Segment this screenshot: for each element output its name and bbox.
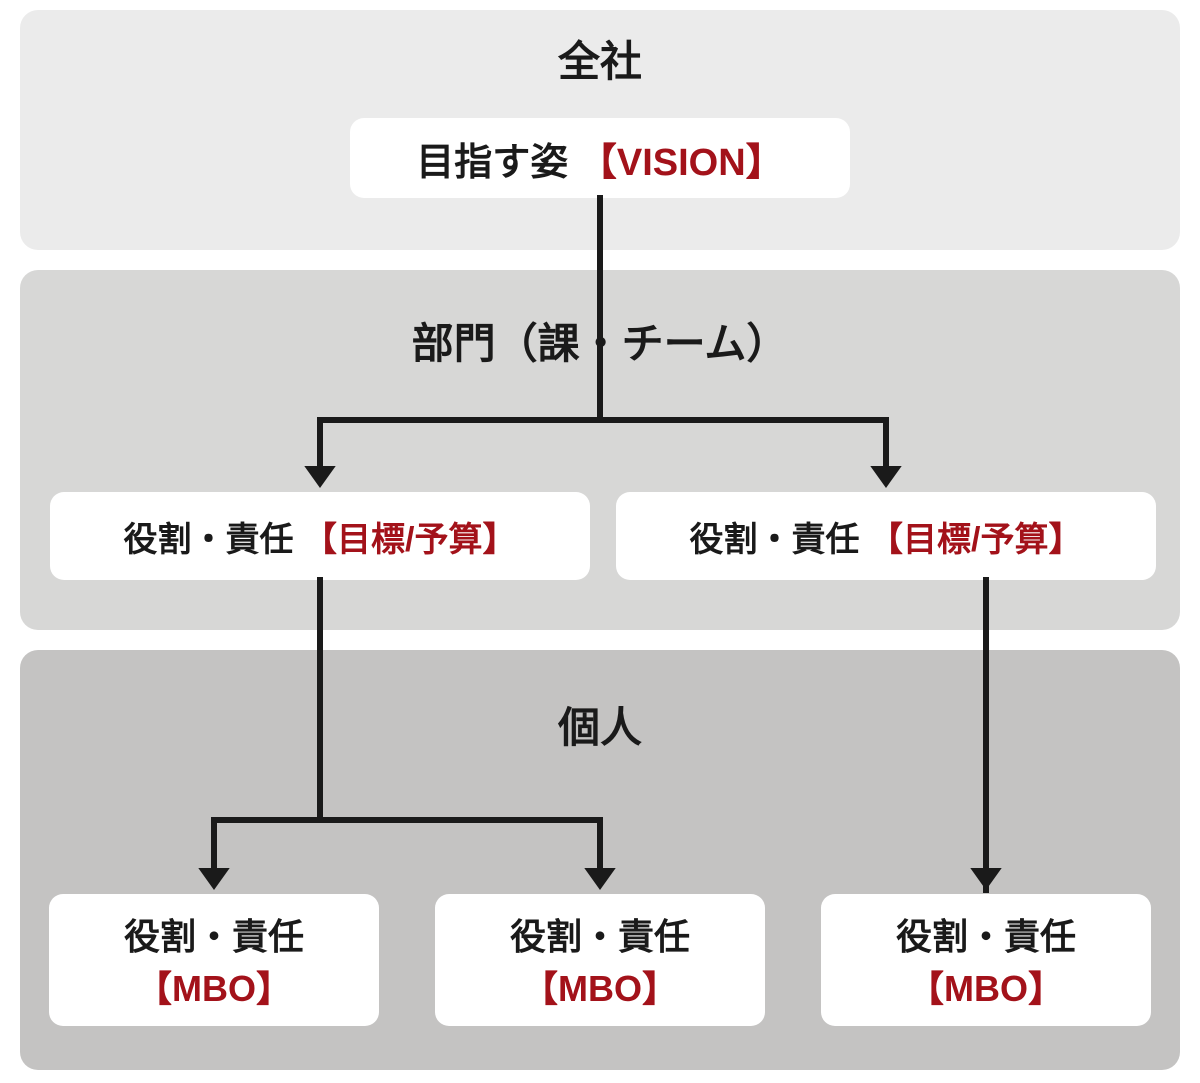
node-individual-3-tag: 【MBO】 [908, 960, 1064, 1012]
node-individual-1-tag: 【MBO】 [136, 960, 292, 1012]
org-diagram: 全社 部門（課・チーム） 個人 目指す姿 【VISION】 役割・責任 【目標/… [0, 0, 1200, 1083]
node-dept-a: 役割・責任 【目標/予算】 [50, 492, 590, 580]
node-dept-b: 役割・責任 【目標/予算】 [616, 492, 1156, 580]
node-individual-1: 役割・責任 【MBO】 [49, 894, 379, 1026]
band-company-title: 全社 [0, 28, 1200, 89]
node-dept-a-tag: 【目標/予算】 [303, 521, 516, 559]
node-individual-3-label: 役割・責任 [896, 908, 1076, 960]
node-individual-1-label: 役割・責任 [124, 908, 304, 960]
node-individual-2-label: 役割・責任 [510, 908, 690, 960]
node-individual-3: 役割・責任 【MBO】 [821, 894, 1151, 1026]
node-dept-b-tag: 【目標/予算】 [869, 521, 1082, 559]
node-individual-2-tag: 【MBO】 [522, 960, 678, 1012]
band-dept-title: 部門（課・チーム） [0, 310, 1200, 371]
node-dept-b-label: 役割・責任 [690, 521, 860, 559]
band-individual-title: 個人 [0, 694, 1200, 755]
node-individual-2: 役割・責任 【MBO】 [435, 894, 765, 1026]
node-vision-tag: 【VISION】 [579, 142, 784, 184]
node-vision-label: 目指す姿 [416, 142, 568, 184]
node-vision: 目指す姿 【VISION】 [350, 118, 850, 198]
node-dept-a-label: 役割・責任 [124, 521, 294, 559]
